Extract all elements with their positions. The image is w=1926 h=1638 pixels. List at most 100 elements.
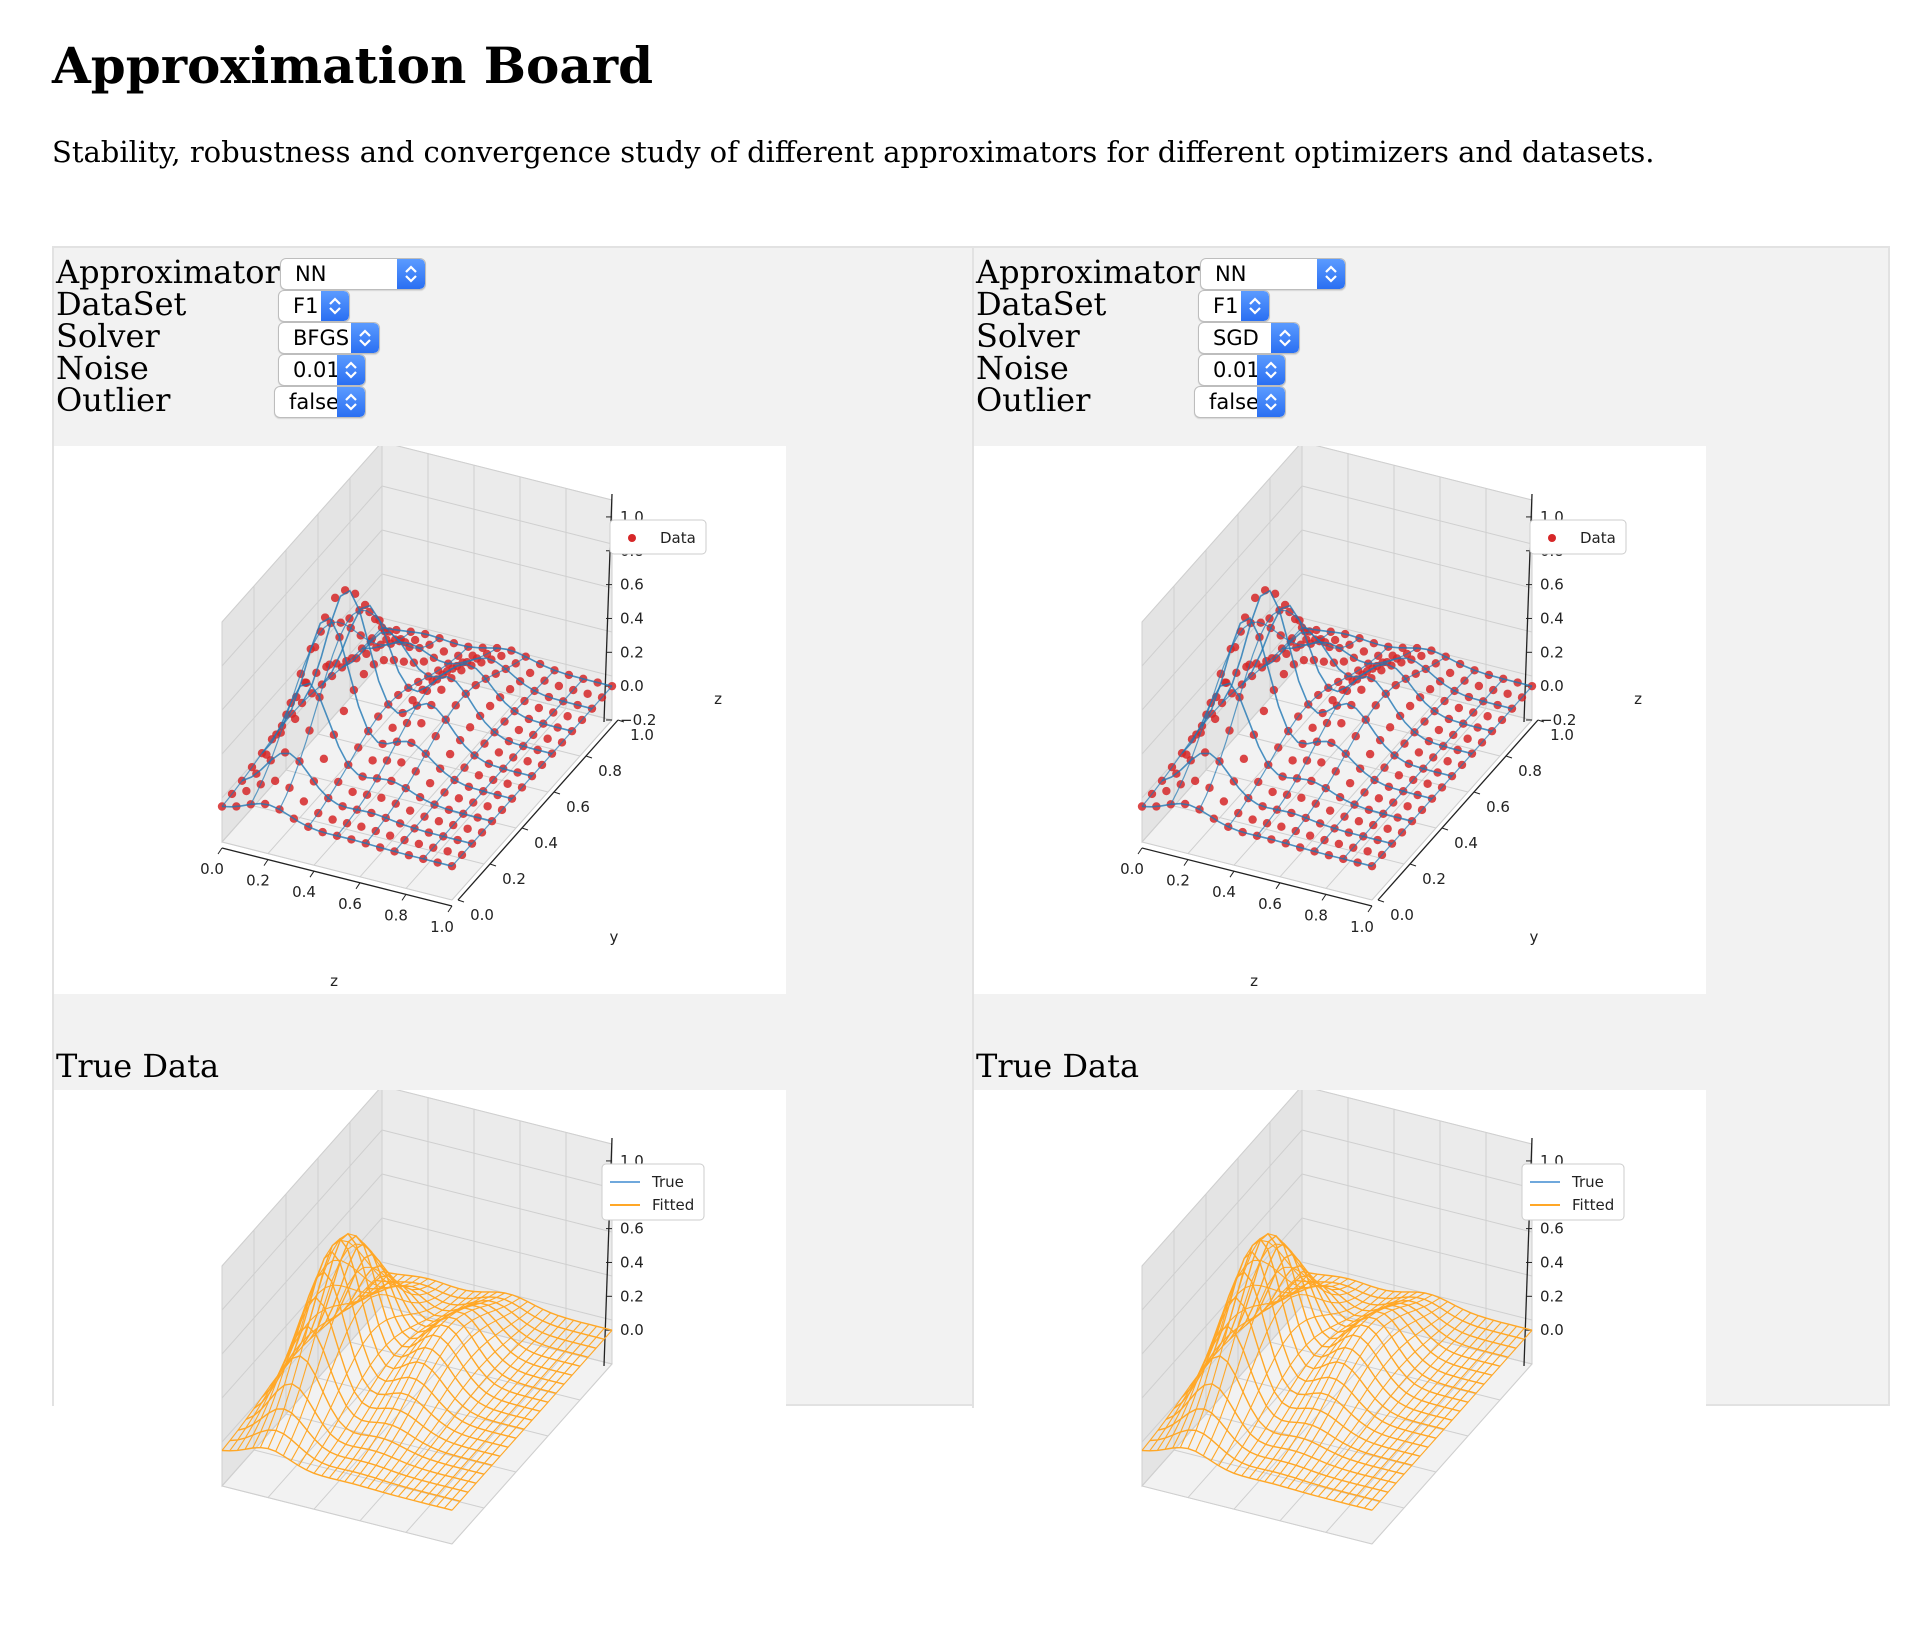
surface-line — [221, 627, 383, 807]
x-axis-label: z — [1250, 972, 1258, 990]
y-axis-line — [457, 719, 619, 901]
grid-line — [381, 1217, 613, 1277]
y-tick-label: 0.2 — [1422, 870, 1446, 888]
surface-line — [1198, 609, 1360, 810]
dataset-select[interactable]: F1 — [1198, 290, 1270, 322]
dataset-value: F1 — [293, 294, 319, 318]
x-tick-label: 0.0 — [1120, 860, 1144, 878]
z-axis-label: z — [1634, 690, 1642, 708]
z-tick-label: −0.2 — [1540, 711, 1576, 729]
approximator-select[interactable]: NN — [280, 258, 426, 290]
select-arrows-icon — [397, 259, 425, 289]
z-tick-label: 0.2 — [1540, 1287, 1564, 1305]
solver-select[interactable]: BFGS — [278, 322, 380, 354]
fitted-line — [259, 1239, 421, 1448]
data-point — [330, 593, 340, 603]
page-subtitle: Stability, robustness and convergence st… — [52, 135, 1655, 169]
data-point — [563, 712, 572, 721]
z-tick-label: 0.6 — [1540, 1220, 1564, 1238]
noise-select[interactable]: 0.01 — [1198, 354, 1286, 386]
data-point — [474, 771, 484, 780]
true-data-title: True Data — [976, 1047, 1140, 1085]
y-tick-label: 0.6 — [566, 798, 590, 816]
data-point — [583, 689, 592, 698]
outlier-select[interactable]: false — [274, 386, 366, 418]
y-tick-label: 1.0 — [630, 726, 654, 744]
surface-line — [1256, 647, 1418, 837]
grid-line — [1141, 1090, 1300, 1267]
x-tick-mark — [217, 847, 223, 855]
left-panel: Approximator NN DataSet F1 Solver BFGS N… — [54, 248, 971, 1638]
surface-line — [394, 669, 555, 852]
data-point — [494, 748, 504, 757]
y-tick-mark — [521, 827, 529, 831]
grid-line — [1141, 1173, 1303, 1355]
data-point — [379, 655, 389, 665]
data-point — [1334, 839, 1344, 849]
grid-line — [381, 661, 613, 721]
x-tick-label: 0.2 — [1166, 872, 1190, 890]
surface-line — [1227, 646, 1389, 828]
surface-line — [451, 685, 613, 867]
data-point — [523, 757, 532, 766]
surface-line — [278, 609, 440, 810]
grid-line — [451, 719, 613, 901]
x-tick-label: 1.0 — [430, 918, 454, 936]
approximator-select[interactable]: NN — [1200, 258, 1346, 290]
data-point — [1445, 668, 1455, 678]
solver-label: Solver — [976, 317, 1080, 355]
noise-value: 0.01 — [1213, 358, 1260, 382]
noise-label: Noise — [976, 349, 1069, 387]
legend-label: Data — [1580, 529, 1616, 547]
data-point — [1250, 593, 1260, 603]
data-point — [1463, 734, 1472, 743]
y-tick-mark — [617, 719, 625, 723]
data-point — [1357, 685, 1366, 694]
surface-line — [1170, 621, 1332, 805]
y-tick-mark — [457, 899, 465, 903]
data-point — [1299, 655, 1309, 665]
data-point — [554, 681, 564, 691]
dataset-select[interactable]: F1 — [278, 290, 350, 322]
fitted-line — [1179, 1239, 1341, 1448]
outlier-label: Outlier — [976, 381, 1091, 419]
x-tick-mark — [1183, 859, 1189, 866]
solver-select[interactable]: SGD — [1198, 322, 1300, 354]
legend-marker — [1548, 534, 1556, 542]
data-point — [1297, 793, 1306, 802]
data-point — [497, 651, 506, 661]
data-point — [477, 658, 486, 667]
data-point — [534, 703, 544, 713]
outlier-select[interactable]: false — [1194, 386, 1286, 418]
z-tick-label: 0.6 — [620, 576, 644, 594]
data-point — [1200, 748, 1210, 757]
approximation-plot: −0.2 0.0 0.2 0.4 0.6 0.8 1.0 z 0.0 0.2 0.4 0.6 0.8 1.… — [974, 446, 1706, 994]
right-panel: Approximator NN DataSet F1 Solver SGD No… — [972, 248, 1891, 1638]
data-point — [242, 786, 251, 796]
x-tick-mark — [447, 905, 453, 913]
data-point — [1288, 756, 1297, 765]
y-tick-mark — [1505, 755, 1513, 759]
x-tick-label: 0.8 — [1304, 906, 1328, 924]
grid-line — [1279, 696, 1441, 878]
z-tick-label: 0.4 — [620, 609, 644, 627]
surface-line — [1314, 669, 1475, 852]
grid-line — [395, 446, 613, 501]
fitted-line — [252, 1259, 414, 1449]
data-point — [1162, 786, 1171, 796]
data-point — [457, 666, 466, 675]
data-point — [485, 701, 495, 711]
data-point — [1308, 723, 1317, 733]
surface-line — [422, 678, 584, 860]
x-tick-label: 0.6 — [338, 895, 362, 913]
data-point — [362, 649, 371, 659]
grid-line — [381, 1129, 613, 1189]
y-tick-label: 0.2 — [502, 870, 526, 888]
data-point — [1454, 703, 1464, 713]
noise-select[interactable]: 0.01 — [278, 354, 366, 386]
grid-line — [405, 708, 567, 889]
data-point — [290, 714, 300, 724]
y-tick-mark — [585, 755, 593, 759]
